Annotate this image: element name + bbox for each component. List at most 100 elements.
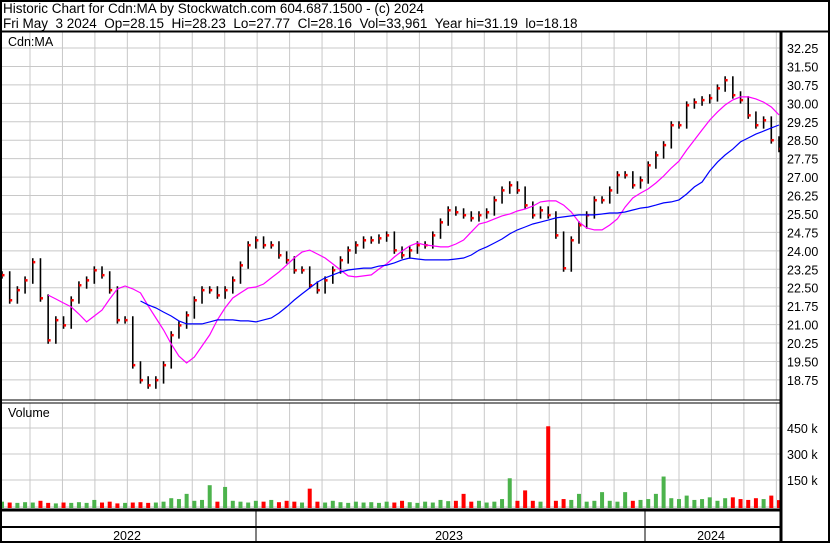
volume-bar — [692, 499, 697, 508]
volume-bar — [684, 495, 689, 508]
volume-bars — [0, 426, 781, 508]
price-tick-label: 24.00 — [787, 245, 818, 259]
volume-bar — [453, 500, 458, 508]
volume-bar — [300, 502, 305, 508]
close-marker — [248, 243, 251, 247]
close-marker — [194, 299, 197, 302]
volume-bar — [569, 499, 574, 508]
year-label: 2022 — [113, 529, 141, 543]
price-bars — [1, 76, 782, 389]
volume-bar — [707, 497, 712, 508]
volume-bar — [738, 499, 743, 508]
close-marker — [102, 273, 105, 277]
close-marker — [17, 288, 20, 292]
volume-bar — [392, 502, 397, 508]
close-marker — [563, 267, 567, 270]
quote-line: Fri May 3 2024 Op=28.15 Hi=28.23 Lo=27.7… — [3, 16, 578, 31]
volume-bar — [592, 500, 597, 508]
close-marker — [325, 279, 328, 282]
volume-bar — [630, 500, 635, 508]
close-marker — [771, 138, 774, 142]
volume-bar — [492, 501, 497, 508]
volume-bar — [215, 501, 220, 508]
close-marker — [171, 333, 174, 337]
close-marker — [702, 98, 705, 102]
close-marker — [571, 239, 574, 242]
volume-bar — [346, 502, 351, 508]
close-marker — [432, 234, 436, 237]
volume-bar — [500, 499, 505, 508]
price-tick-label: 22.50 — [787, 282, 818, 296]
volume-bar — [646, 499, 651, 508]
close-marker — [609, 189, 613, 192]
volume-bar — [223, 486, 228, 508]
volume-bar — [669, 498, 674, 508]
volume-bar — [207, 485, 212, 508]
volume-bar — [46, 502, 51, 508]
close-marker — [617, 173, 620, 177]
close-marker — [402, 254, 405, 257]
volume-bar — [7, 502, 12, 508]
close-marker — [78, 284, 82, 287]
volume-bar — [353, 501, 358, 508]
close-marker — [225, 288, 228, 292]
close-marker — [478, 213, 482, 217]
price-tick-label: 21.00 — [787, 319, 818, 333]
close-marker — [286, 258, 290, 262]
close-marker — [578, 224, 582, 227]
volume-bar — [100, 502, 105, 508]
volume-bar — [192, 500, 197, 508]
close-marker — [763, 119, 767, 122]
volume-bar — [484, 502, 489, 508]
close-marker — [255, 239, 259, 242]
price-tick-label: 21.75 — [787, 300, 818, 314]
volume-bar — [253, 500, 258, 508]
price-tick-label: 31.50 — [787, 60, 818, 74]
close-marker — [86, 279, 90, 282]
close-marker — [594, 198, 597, 202]
volume-bar — [400, 500, 405, 508]
price-panel-title: Cdn:MA — [8, 35, 54, 49]
close-marker — [232, 279, 236, 282]
volume-tick-label: 450 k — [787, 422, 818, 436]
close-marker — [602, 198, 605, 202]
volume-bar — [261, 501, 266, 508]
close-marker — [378, 237, 382, 240]
close-marker — [463, 213, 467, 217]
close-marker — [625, 173, 628, 177]
volume-bar — [769, 495, 774, 508]
close-marker — [332, 269, 336, 272]
close-marker — [294, 269, 297, 272]
year-label: 2023 — [435, 529, 463, 543]
volume-bar — [523, 490, 528, 508]
volume-bar — [330, 500, 335, 508]
volume-bar — [653, 493, 658, 508]
volume-bar — [546, 426, 551, 508]
volume-bar — [515, 500, 520, 508]
volume-bar — [53, 503, 58, 508]
price-tick-label: 24.75 — [787, 226, 818, 240]
price-tick-label: 19.50 — [787, 355, 818, 369]
close-marker — [509, 183, 513, 187]
volume-bar — [715, 500, 720, 508]
close-marker — [525, 204, 528, 207]
volume-bar — [169, 498, 174, 508]
close-marker — [25, 279, 28, 282]
price-tick-label: 32.25 — [787, 42, 818, 56]
close-marker — [517, 189, 520, 192]
volume-bar — [777, 500, 781, 508]
volume-bar — [553, 500, 558, 508]
close-marker — [263, 243, 267, 247]
volume-bar — [200, 499, 205, 508]
volume-bar — [469, 501, 474, 508]
volume-bar — [323, 502, 328, 508]
chart-header: Historic Chart for Cdn:MA by Stockwatch.… — [3, 1, 578, 31]
volume-tick-label: 300 k — [787, 448, 818, 462]
price-tick-label: 30.00 — [787, 97, 818, 111]
close-marker — [471, 216, 474, 220]
volume-bar — [153, 502, 158, 508]
close-marker — [117, 318, 120, 322]
close-marker — [363, 239, 367, 242]
close-marker — [440, 221, 444, 224]
